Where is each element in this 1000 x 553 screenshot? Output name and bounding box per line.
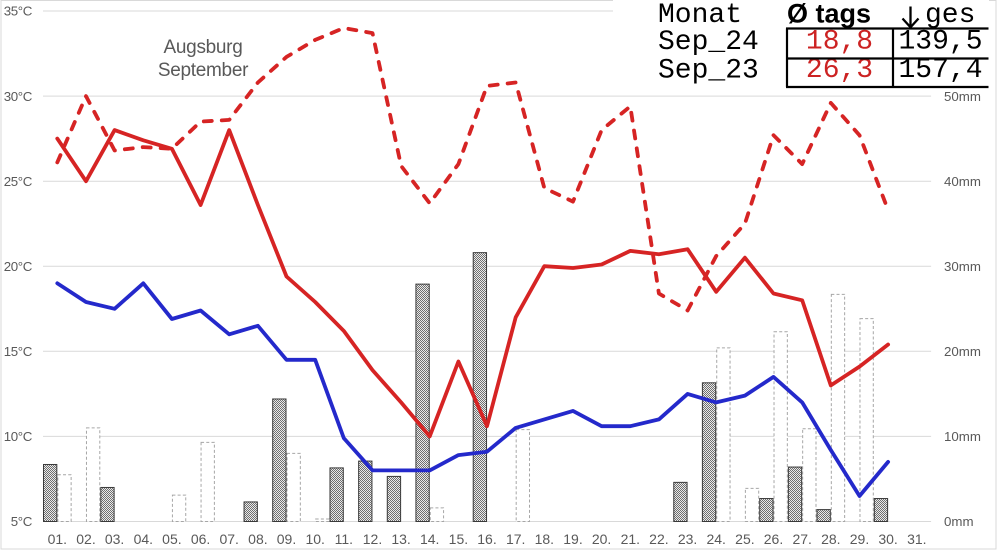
svg-text:139,5: 139,5 xyxy=(898,27,982,58)
svg-text:04.: 04. xyxy=(134,531,153,547)
svg-text:24.: 24. xyxy=(706,531,725,547)
svg-text:20.: 20. xyxy=(592,531,611,547)
svg-text:10.: 10. xyxy=(305,531,324,547)
svg-text:14.: 14. xyxy=(420,531,439,547)
svg-text:16.: 16. xyxy=(477,531,496,547)
svg-text:03.: 03. xyxy=(105,531,124,547)
svg-text:20°C: 20°C xyxy=(4,259,33,274)
svg-text:17.: 17. xyxy=(506,531,525,547)
svg-text:23.: 23. xyxy=(678,531,697,547)
svg-text:22.: 22. xyxy=(649,531,668,547)
svg-text:13.: 13. xyxy=(391,531,410,547)
svg-text:35°C: 35°C xyxy=(4,4,33,19)
svg-text:12.: 12. xyxy=(363,531,382,547)
svg-text:11.: 11. xyxy=(335,531,353,547)
svg-text:28.: 28. xyxy=(821,531,840,547)
svg-text:18.: 18. xyxy=(535,531,554,547)
svg-text:157,4: 157,4 xyxy=(898,55,982,86)
svg-text:10mm: 10mm xyxy=(944,429,981,444)
svg-text:Augsburg: Augsburg xyxy=(164,37,243,58)
svg-text:50mm: 50mm xyxy=(944,89,981,104)
svg-text:29.: 29. xyxy=(850,531,869,547)
svg-text:07.: 07. xyxy=(219,531,238,547)
svg-text:06.: 06. xyxy=(191,531,210,547)
svg-text:21.: 21. xyxy=(621,531,640,547)
svg-text:30°C: 30°C xyxy=(4,89,33,104)
svg-text:10°C: 10°C xyxy=(4,429,33,444)
svg-text:15.: 15. xyxy=(449,531,468,547)
svg-text:Sep_24: Sep_24 xyxy=(658,27,759,58)
svg-text:0mm: 0mm xyxy=(944,514,974,529)
svg-text:Ø tags: Ø tags xyxy=(787,0,871,29)
svg-text:Sep_23: Sep_23 xyxy=(658,56,759,87)
svg-text:30mm: 30mm xyxy=(944,259,981,274)
svg-text:01.: 01. xyxy=(48,531,67,547)
svg-text:Monat: Monat xyxy=(658,0,742,31)
svg-text:15°C: 15°C xyxy=(4,344,33,359)
svg-text:31.: 31. xyxy=(907,531,926,547)
svg-text:40mm: 40mm xyxy=(944,174,981,189)
svg-text:27.: 27. xyxy=(792,531,811,547)
svg-text:02.: 02. xyxy=(76,531,95,547)
svg-text:20mm: 20mm xyxy=(944,344,981,359)
svg-text:September: September xyxy=(158,60,249,81)
svg-text:25°C: 25°C xyxy=(4,174,33,189)
svg-text:19.: 19. xyxy=(563,531,582,547)
svg-text:25.: 25. xyxy=(735,531,754,547)
svg-text:26,3: 26,3 xyxy=(806,55,873,86)
svg-text:18,8: 18,8 xyxy=(806,27,873,58)
svg-text:5°C: 5°C xyxy=(11,514,33,529)
svg-text:30.: 30. xyxy=(878,531,897,547)
svg-text:26.: 26. xyxy=(764,531,783,547)
svg-text:09.: 09. xyxy=(277,531,296,547)
svg-text:ges: ges xyxy=(925,0,975,31)
svg-text:05.: 05. xyxy=(162,531,181,547)
svg-text:08.: 08. xyxy=(248,531,267,547)
